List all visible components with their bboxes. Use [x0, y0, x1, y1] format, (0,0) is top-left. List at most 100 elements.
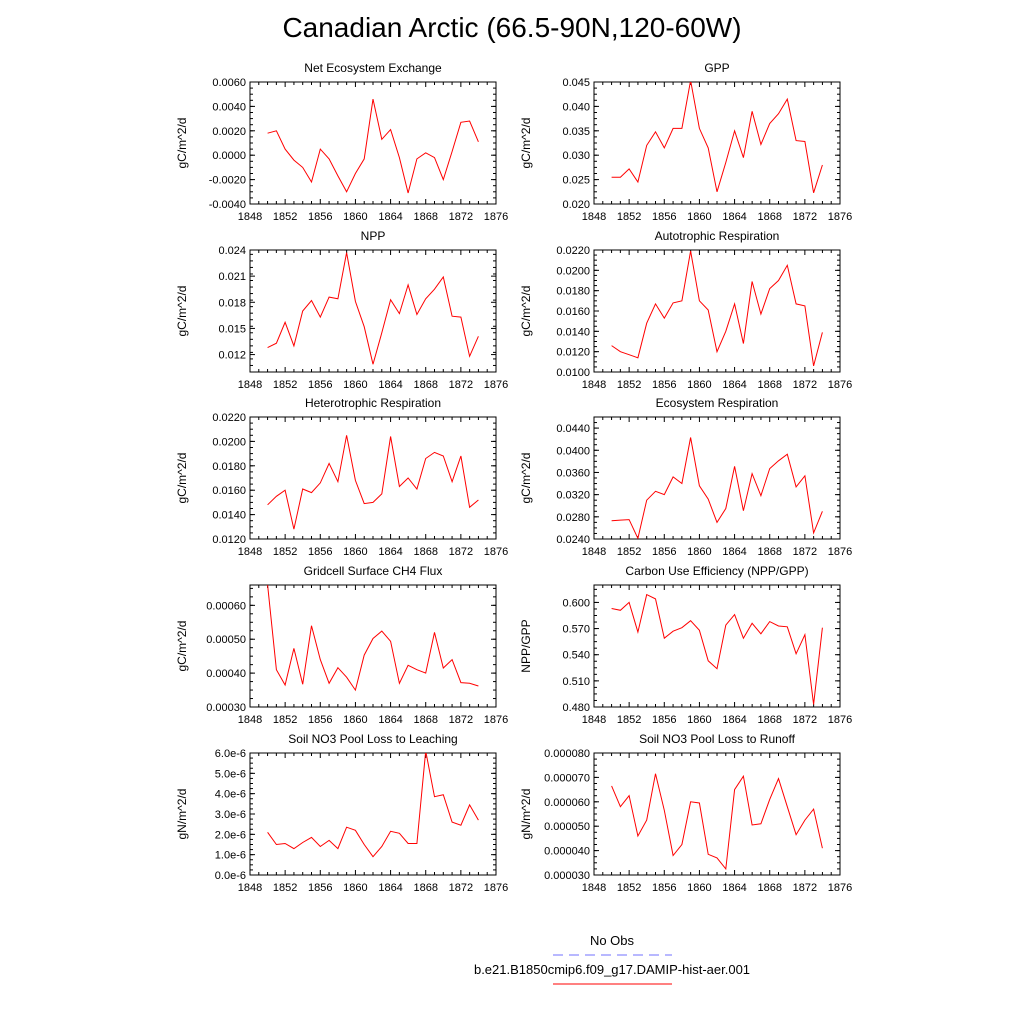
- y-tick-label: 0.00050: [206, 634, 246, 646]
- x-tick-label: 1868: [757, 211, 781, 223]
- y-axis-label: gC/m^2/d: [175, 118, 189, 169]
- panel-title: NPP: [361, 229, 386, 243]
- x-tick-label: 1860: [343, 714, 367, 726]
- legend-label-model: b.e21.B1850cmip6.f09_g17.DAMIP-hist-aer.…: [473, 962, 751, 977]
- x-tick-label: 1876: [484, 882, 508, 894]
- y-tick-label: 0.570: [562, 624, 590, 636]
- x-tick-label: 1864: [722, 379, 746, 391]
- y-tick-label: 0.018: [218, 297, 246, 309]
- x-tick-label: 1848: [582, 379, 606, 391]
- y-tick-label: 0.024: [218, 245, 246, 257]
- x-tick-label: 1872: [793, 379, 817, 391]
- x-tick-label: 1864: [722, 546, 746, 558]
- series-line: [267, 98, 479, 194]
- y-tick-label: 0.600: [562, 597, 590, 609]
- x-tick-label: 1872: [793, 211, 817, 223]
- y-tick-label: 0.0040: [212, 101, 246, 113]
- panel-title: Heterotrophic Respiration: [305, 396, 441, 410]
- x-tick-label: 1864: [378, 211, 402, 223]
- y-tick-label: 0.015: [218, 323, 246, 335]
- series-line: [611, 82, 823, 193]
- x-tick-label: 1848: [238, 546, 262, 558]
- chart-panel: 1848 1852 1856 1860 1864 1868 1872 1876 0.0240 0.…: [519, 396, 852, 558]
- x-tick-label: 1872: [449, 546, 473, 558]
- y-axis-label: gN/m^2/d: [175, 789, 189, 840]
- y-tick-label: 0.000070: [544, 772, 590, 784]
- y-tick-label: 0.0140: [212, 510, 246, 522]
- y-tick-label: 0.0180: [556, 286, 590, 298]
- x-tick-label: 1852: [617, 714, 641, 726]
- plot-frame: [593, 81, 841, 205]
- y-tick-label: 0.0220: [212, 412, 246, 424]
- x-tick-label: 1856: [308, 546, 332, 558]
- y-tick-label: 0.480: [562, 702, 590, 714]
- x-tick-label: 1868: [413, 546, 437, 558]
- x-tick-label: 1856: [308, 379, 332, 391]
- x-tick-label: 1864: [378, 546, 402, 558]
- y-tick-label: 5.0e-6: [215, 768, 246, 780]
- x-tick-label: 1860: [343, 211, 367, 223]
- y-tick-label: 0.000080: [544, 748, 590, 760]
- y-tick-label: 0.045: [562, 77, 590, 89]
- x-tick-label: 1872: [793, 882, 817, 894]
- panel-title: Autotrophic Respiration: [655, 229, 780, 243]
- y-tick-label: 0.0440: [556, 423, 590, 435]
- x-tick-label: 1860: [343, 546, 367, 558]
- y-tick-label: 0.00030: [206, 702, 246, 714]
- panel-title: Gridcell Surface CH4 Flux: [304, 564, 443, 578]
- x-tick-label: 1876: [484, 546, 508, 558]
- chart-panel: 1848 1852 1856 1860 1864 1868 1872 1876 0.000030…: [519, 732, 852, 894]
- x-tick-label: 1852: [273, 714, 297, 726]
- x-tick-label: 1876: [828, 546, 852, 558]
- y-tick-label: 6.0e-6: [215, 748, 246, 760]
- plot-frame: [593, 752, 841, 876]
- panel-title: Net Ecosystem Exchange: [304, 61, 442, 75]
- x-tick-label: 1852: [617, 379, 641, 391]
- y-tick-label: 0.0100: [556, 367, 590, 379]
- series-line: [267, 252, 479, 365]
- y-axis-label: gC/m^2/d: [175, 621, 189, 672]
- series-line: [611, 593, 823, 705]
- y-tick-label: 0.000040: [544, 846, 590, 858]
- x-tick-label: 1864: [378, 379, 402, 391]
- y-tick-label: 0.0e-6: [215, 870, 246, 882]
- x-tick-label: 1872: [449, 882, 473, 894]
- x-tick-label: 1852: [617, 546, 641, 558]
- x-tick-label: 1868: [757, 714, 781, 726]
- x-tick-label: 1860: [687, 379, 711, 391]
- x-tick-label: 1860: [343, 379, 367, 391]
- panel-title: Ecosystem Respiration: [656, 396, 779, 410]
- x-tick-label: 1856: [652, 546, 676, 558]
- y-tick-label: 0.0160: [556, 306, 590, 318]
- x-tick-label: 1856: [308, 714, 332, 726]
- series-line: [611, 437, 823, 539]
- plot-frame: [249, 249, 497, 373]
- x-tick-label: 1864: [722, 714, 746, 726]
- plot-frame: [593, 249, 841, 373]
- y-tick-label: 0.0200: [212, 436, 246, 448]
- x-tick-label: 1848: [582, 546, 606, 558]
- y-tick-label: 0.0020: [212, 126, 246, 138]
- x-tick-label: 1860: [343, 882, 367, 894]
- y-tick-label: 0.012: [218, 350, 246, 362]
- panel-title: GPP: [704, 61, 729, 75]
- y-tick-label: 3.0e-6: [215, 809, 246, 821]
- chart-panel: 1848 1852 1856 1860 1864 1868 1872 1876 0.480 0.5…: [519, 564, 852, 726]
- y-tick-label: 0.0240: [556, 534, 590, 546]
- y-tick-label: 0.0320: [556, 490, 590, 502]
- x-tick-label: 1856: [308, 882, 332, 894]
- y-tick-label: 0.0400: [556, 445, 590, 457]
- y-tick-label: 0.0280: [556, 512, 590, 524]
- x-tick-label: 1856: [652, 882, 676, 894]
- y-tick-label: 0.0160: [212, 485, 246, 497]
- y-tick-label: 0.000030: [544, 870, 590, 882]
- x-tick-label: 1852: [273, 882, 297, 894]
- x-tick-label: 1848: [582, 882, 606, 894]
- x-tick-label: 1876: [828, 379, 852, 391]
- x-tick-label: 1868: [413, 882, 437, 894]
- y-tick-label: 4.0e-6: [215, 789, 246, 801]
- y-axis-label: gC/m^2/d: [175, 453, 189, 504]
- x-tick-label: 1872: [449, 379, 473, 391]
- x-tick-label: 1852: [273, 379, 297, 391]
- y-axis-label: NPP/GPP: [519, 619, 533, 672]
